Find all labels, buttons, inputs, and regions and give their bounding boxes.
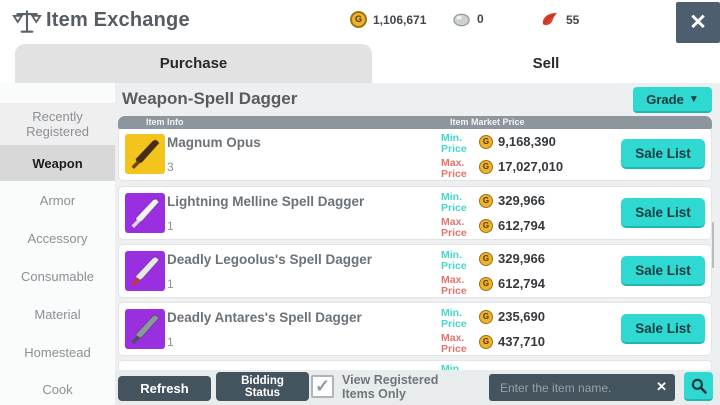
footer-bar: Refresh Bidding Status ✓ View Registered… bbox=[115, 370, 720, 405]
list-column-header: Item Info Item Market Price bbox=[118, 116, 712, 129]
min-price-label: Min. bbox=[441, 132, 462, 144]
silver-ingot-icon bbox=[453, 13, 470, 27]
table-row: Magnum Opus 3 Min. Price G 9,168,390 Max.… bbox=[118, 127, 712, 181]
page-title: Item Exchange bbox=[46, 9, 190, 31]
silver-amount: 0 bbox=[477, 12, 484, 26]
item-icon bbox=[125, 193, 165, 233]
max-price-label: Max. bbox=[441, 157, 465, 169]
item-icon bbox=[125, 134, 165, 174]
category-sidebar: Recently Registered Weapon Armor Accesso… bbox=[0, 83, 115, 405]
gold-coin-icon: G bbox=[479, 276, 493, 291]
search-icon bbox=[691, 378, 707, 394]
gold-coin-icon: G bbox=[479, 134, 493, 149]
search-bar: ✕ bbox=[489, 374, 675, 401]
min-price-value: 329,966 bbox=[498, 251, 545, 266]
gold-coin-icon: G bbox=[479, 218, 493, 233]
chevron-down-icon: ▼ bbox=[688, 93, 699, 105]
sidebar-item-material[interactable]: Material bbox=[34, 306, 81, 322]
sidebar-item-accessory[interactable]: Accessory bbox=[27, 230, 88, 246]
dagger-icon bbox=[131, 139, 160, 169]
gold-coin-icon: G bbox=[479, 309, 493, 324]
list-scrollbar[interactable] bbox=[712, 222, 714, 268]
min-price-value: 329,966 bbox=[498, 193, 545, 208]
min-price-label: Min. bbox=[441, 249, 462, 261]
max-price-value: 437,710 bbox=[498, 334, 545, 349]
item-name: Deadly Legoolus's Spell Dagger bbox=[167, 252, 373, 267]
sidebar-item-homestead[interactable]: Homestead bbox=[24, 344, 91, 360]
max-price-value: 17,027,010 bbox=[498, 159, 564, 174]
close-icon: ✕ bbox=[689, 11, 707, 34]
dagger-icon bbox=[131, 314, 160, 344]
view-registered-checkbox[interactable]: ✓ bbox=[311, 375, 334, 398]
column-item-info: Item Info bbox=[146, 117, 184, 127]
item-icon bbox=[125, 309, 165, 349]
gold-currency: G 1,106,671 bbox=[350, 11, 426, 28]
sidebar-item-weapon[interactable]: Weapon bbox=[0, 145, 115, 181]
bidding-status-button[interactable]: Bidding Status bbox=[216, 372, 309, 401]
column-market-price: Item Market Price bbox=[450, 117, 525, 127]
gold-coin-icon: G bbox=[350, 11, 367, 28]
silver-currency: 0 bbox=[452, 11, 484, 27]
sidebar-item-cook[interactable]: Cook bbox=[42, 381, 73, 397]
item-name: Lightning Melline Spell Dagger bbox=[167, 194, 365, 209]
gold-amount: 1,106,671 bbox=[373, 12, 427, 27]
sale-list-button[interactable]: Sale List bbox=[621, 198, 705, 228]
min-price-label: Min. bbox=[441, 307, 462, 319]
max-price-label: Max. bbox=[441, 274, 465, 286]
sidebar-item-consumable[interactable]: Consumable bbox=[21, 268, 94, 284]
min-price-label: Min. bbox=[441, 191, 462, 203]
min-price-value: 235,690 bbox=[498, 309, 545, 324]
tab-purchase[interactable]: Purchase bbox=[15, 44, 372, 83]
item-name: Deadly Antares's Spell Dagger bbox=[167, 310, 362, 325]
sale-list-button[interactable]: Sale List bbox=[621, 256, 705, 286]
sale-list-button[interactable]: Sale List bbox=[621, 314, 705, 344]
tab-bar: Purchase Sell bbox=[0, 44, 720, 83]
sidebar-item-recently-registered[interactable]: Recently Registered bbox=[0, 103, 115, 145]
item-name: Magnum Opus bbox=[167, 135, 261, 150]
dagger-icon bbox=[131, 198, 160, 228]
table-row: Lightning Melline Spell Dagger 1 Min. Pri… bbox=[118, 186, 712, 240]
max-price-value: 612,794 bbox=[498, 276, 545, 291]
item-quantity: 1 bbox=[167, 219, 174, 233]
grade-filter-button[interactable]: Grade ▼ bbox=[633, 87, 712, 113]
table-row: Deadly Legoolus's Spell Dagger 1 Min. Pri… bbox=[118, 244, 712, 298]
item-quantity: 1 bbox=[167, 277, 174, 291]
item-icon bbox=[125, 251, 165, 291]
checkmark-icon: ✓ bbox=[314, 376, 331, 396]
max-price-label: Max. bbox=[441, 332, 465, 344]
search-input[interactable] bbox=[489, 374, 675, 401]
close-button[interactable]: ✕ bbox=[676, 2, 720, 43]
max-price-value: 612,794 bbox=[498, 218, 545, 233]
grade-filter-label: Grade bbox=[646, 91, 684, 107]
clear-search-icon[interactable]: ✕ bbox=[656, 379, 667, 394]
min-price-label: Min. bbox=[441, 363, 462, 375]
gold-coin-icon: G bbox=[479, 193, 493, 208]
table-row: Deadly Antares's Spell Dagger 1 Min. Pric… bbox=[118, 302, 712, 356]
top-bar: Item Exchange G 1,106,671 0 55 ✕ bbox=[0, 0, 720, 44]
red-wing-icon bbox=[542, 12, 558, 26]
dagger-icon bbox=[131, 256, 160, 286]
item-quantity: 1 bbox=[167, 335, 174, 349]
gold-coin-icon: G bbox=[479, 334, 493, 349]
refresh-button[interactable]: Refresh bbox=[118, 376, 211, 401]
red-amount: 55 bbox=[566, 12, 580, 27]
max-price-label: Max. bbox=[441, 216, 465, 228]
balance-scale-icon bbox=[12, 10, 42, 33]
sidebar-item-armor[interactable]: Armor bbox=[39, 192, 76, 208]
min-price-value: 9,168,390 bbox=[498, 134, 556, 149]
search-button[interactable] bbox=[684, 372, 713, 401]
sale-list-button[interactable]: Sale List bbox=[621, 139, 705, 169]
item-quantity: 3 bbox=[167, 160, 174, 174]
view-registered-label: View Registered Items Only bbox=[342, 373, 439, 401]
tab-sell[interactable]: Sell bbox=[372, 44, 720, 83]
gold-coin-icon: G bbox=[479, 159, 493, 174]
red-currency: 55 bbox=[541, 11, 579, 28]
category-heading: Weapon-Spell Dagger bbox=[122, 89, 298, 108]
gold-coin-icon: G bbox=[479, 251, 493, 266]
